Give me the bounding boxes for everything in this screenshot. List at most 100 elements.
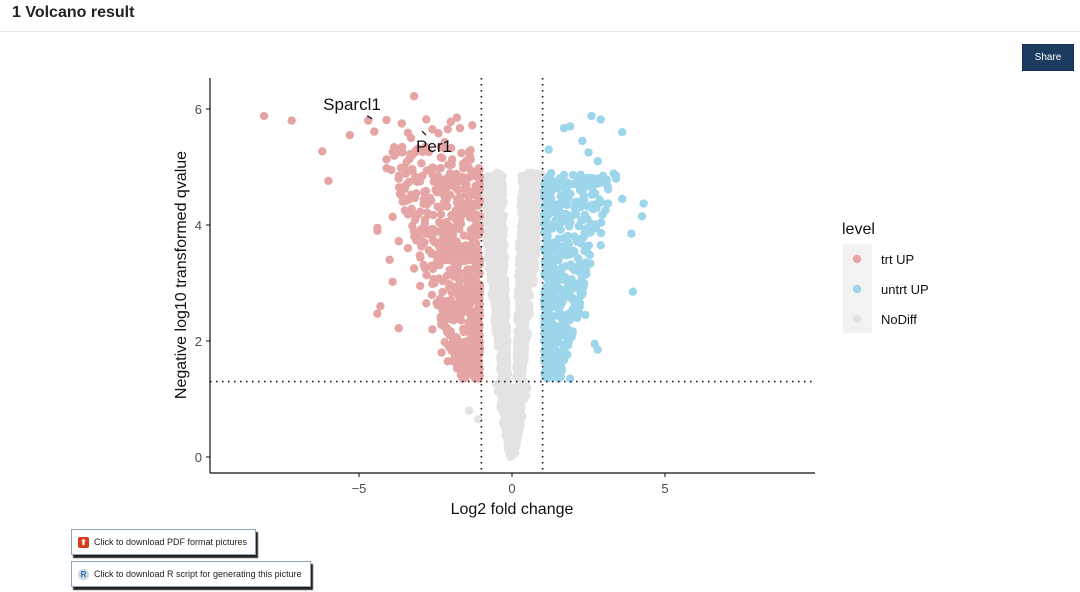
data-point-untrt-up [552,278,561,288]
data-point-nodiff [521,391,531,400]
data-point-untrt-up [570,247,579,257]
data-point-untrt-up [568,170,578,180]
data-point-nodiff [506,406,515,416]
data-point-trt-up [453,261,463,270]
data-point-trt-up [471,221,481,230]
download-r-script-button[interactable]: R Click to download R script for generat… [71,561,311,587]
data-point-untrt-up [572,237,581,246]
data-point-trt-up [398,197,407,206]
data-point-nodiff [496,363,505,372]
data-point-nodiff [519,290,528,299]
y-tick-label: 2 [195,334,202,349]
data-point-trt-up [460,348,470,358]
data-point-nodiff [506,452,515,462]
data-point-untrt-up [627,229,636,238]
data-point-nodiff [500,401,509,410]
data-point-trt-up [394,174,403,183]
data-point-untrt-up [601,205,610,215]
data-point-trt-up [454,224,464,234]
data-point-nodiff [511,395,521,405]
legend-label: untrt UP [881,282,929,297]
data-point-trt-up [409,226,419,236]
annotation-leader-line [421,130,427,136]
data-point-nodiff [483,177,493,187]
data-point-nodiff [498,215,507,225]
data-point-untrt-up [587,190,597,200]
data-point-trt-up [422,299,431,308]
data-point-trt-up [408,150,417,160]
share-button[interactable]: Share [1022,44,1074,71]
data-point-untrt-up [581,310,590,320]
y-tick-label: 0 [195,450,202,465]
data-point-untrt-up [602,175,612,184]
data-point-trt-up [395,189,405,199]
data-point-trt-up [475,331,484,340]
data-point-trt-up [419,260,428,270]
data-point-trt-up [457,148,466,158]
legend-key [852,254,862,264]
data-point-trt-up [445,169,455,178]
data-point-nodiff [522,232,531,241]
data-point-untrt-up [565,287,575,296]
data-point-untrt-up [583,248,592,257]
annotation-leader-line [366,115,373,120]
data-point-nodiff [494,182,504,191]
data-point-untrt-up [542,254,551,263]
data-point-trt-up [449,213,458,222]
data-point-nodiff [533,178,542,188]
data-point-untrt-up [565,374,575,383]
data-point-untrt-up [637,212,647,221]
data-point-trt-up [475,349,484,359]
data-point-trt-up [466,166,476,175]
data-point-trt-up [429,171,439,181]
data-point-untrt-up [587,173,596,183]
data-point-trt-up [446,117,455,126]
data-point-trt-up [461,241,471,250]
data-point-trt-up [409,92,419,101]
data-point-trt-up [443,125,452,134]
data-point-untrt-up [574,221,584,231]
data-point-trt-up [474,317,483,327]
data-point-untrt-up [554,285,563,295]
data-point-trt-up [394,183,404,192]
data-point-trt-up [403,210,413,219]
data-point-trt-up [437,318,446,327]
data-point-trt-up [466,297,475,306]
data-point-untrt-up [581,174,590,183]
data-point-trt-up [406,133,416,143]
data-point-trt-up [439,144,449,153]
data-point-untrt-up [591,224,601,233]
data-point-untrt-up [544,202,553,211]
data-point-trt-up [418,147,427,157]
data-point-untrt-up [596,115,605,124]
download-pdf-button[interactable]: ⬆ Click to download PDF format pictures [71,529,257,555]
x-tick-label: 5 [661,481,668,496]
data-point-trt-up [455,311,465,321]
data-point-untrt-up [553,222,562,231]
x-axis-title: Log2 fold change [451,501,574,518]
data-point-untrt-up [604,185,613,194]
data-point-trt-up [436,219,446,228]
data-point-nodiff [494,336,504,345]
legend-title: level [842,221,875,238]
data-point-nodiff [502,377,512,386]
y-tick-label: 6 [195,102,202,117]
data-point-trt-up [436,153,445,162]
download-pdf-label: Click to download PDF format pictures [94,537,248,547]
page-title: 1 Volcano result [12,4,135,21]
r-logo-icon: R [78,568,89,580]
data-point-untrt-up [584,241,594,250]
data-point-trt-up [259,111,269,121]
data-point-nodiff [491,272,500,281]
legend-key [852,284,862,294]
data-point-trt-up [448,344,457,354]
data-point-nodiff [486,216,496,225]
data-point-nodiff [487,200,496,210]
data-point-nodiff [497,314,506,323]
data-point-trt-up [406,190,416,200]
data-point-trt-up [467,368,476,377]
data-point-trt-up [318,147,327,156]
data-point-nodiff [464,406,474,415]
data-point-trt-up [444,180,453,190]
data-point-trt-up [451,179,461,188]
